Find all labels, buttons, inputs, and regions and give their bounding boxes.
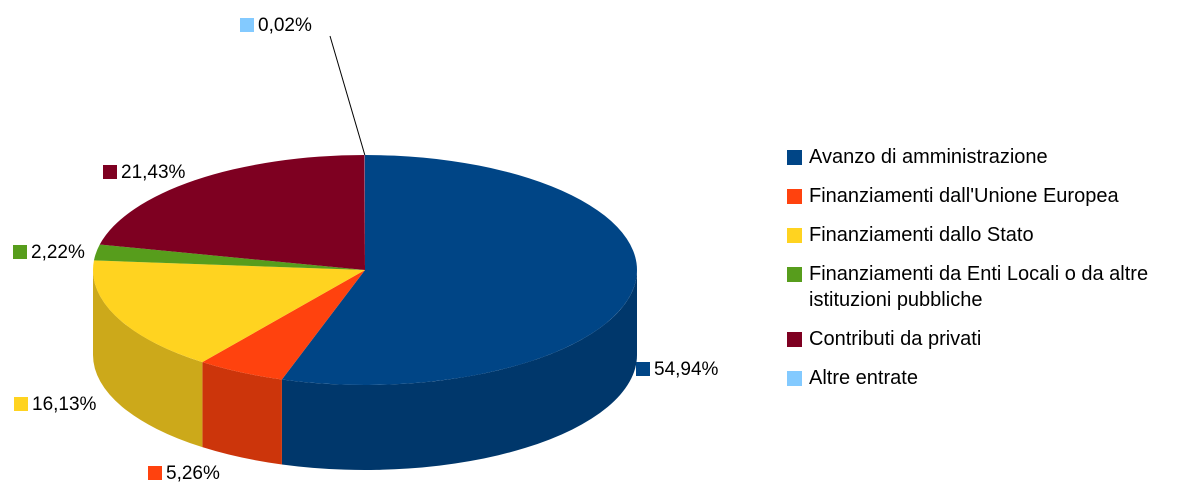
pie-area: 54,94% 5,26% 16,13% 2,22% 21,43% 0,02% <box>13 15 719 482</box>
legend-swatch <box>787 371 802 386</box>
legend-item: Finanziamenti dall'Unione Europea <box>787 183 1167 209</box>
legend-label: Contributi da privati <box>809 328 982 350</box>
data-label: 5,26% <box>166 463 220 482</box>
pie-slice <box>281 155 637 385</box>
pie-side <box>202 362 282 465</box>
legend-item: Finanziamenti da Enti Locali o da altre … <box>787 261 1167 313</box>
data-label: 0,02% <box>258 15 312 36</box>
pie-slice <box>93 244 365 270</box>
data-label: 54,94% <box>654 359 719 380</box>
data-label: 16,13% <box>32 394 97 415</box>
label-swatch <box>14 397 28 411</box>
legend-swatch <box>787 228 802 243</box>
pie-slice <box>99 155 366 270</box>
legend-item: Finanziamenti dallo Stato <box>787 222 1167 248</box>
data-label: 2,22% <box>31 242 85 263</box>
legend-label: Avanzo di amministrazione <box>809 146 1048 168</box>
pie-slice <box>93 260 365 363</box>
legend-swatch <box>787 332 802 347</box>
legend: Avanzo di amministrazione Finanziamenti d… <box>787 144 1167 404</box>
label-swatch <box>103 165 117 179</box>
label-swatch <box>13 245 27 259</box>
legend-label: Finanziamenti da Enti Locali o da altre … <box>809 263 1149 311</box>
legend-swatch <box>787 150 802 165</box>
legend-item: Altre entrate <box>787 365 1167 391</box>
label-swatch <box>240 18 254 32</box>
pie-side <box>93 270 203 448</box>
legend-item: Contributi da privati <box>787 326 1167 352</box>
label-swatch <box>148 466 162 480</box>
data-label: 21,43% <box>121 162 186 183</box>
pie-slice <box>202 270 365 380</box>
label-swatch <box>636 362 650 376</box>
legend-swatch <box>787 189 802 204</box>
pie-side <box>281 270 637 471</box>
legend-swatch <box>787 267 802 282</box>
leader-line <box>329 35 366 156</box>
legend-label: Finanziamenti dall'Unione Europea <box>809 185 1119 207</box>
legend-label: Altre entrate <box>809 367 918 389</box>
legend-label: Finanziamenti dallo Stato <box>809 224 1034 246</box>
legend-item: Avanzo di amministrazione <box>787 144 1167 170</box>
